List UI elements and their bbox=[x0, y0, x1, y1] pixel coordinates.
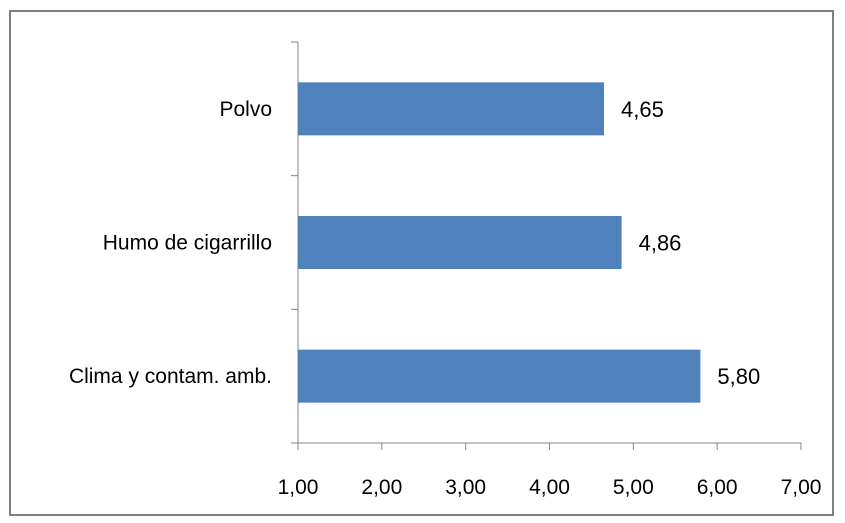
x-tick-label: 5,00 bbox=[613, 476, 654, 499]
bar bbox=[298, 82, 604, 136]
x-tick-label: 7,00 bbox=[781, 476, 822, 499]
category-label: Clima y contam. amb. bbox=[69, 365, 272, 388]
x-tick-label: 2,00 bbox=[361, 476, 402, 499]
category-label: Humo de cigarrillo bbox=[103, 232, 272, 255]
x-tick-label: 3,00 bbox=[445, 476, 486, 499]
x-tick-label: 4,00 bbox=[529, 476, 570, 499]
bar bbox=[298, 216, 622, 269]
x-tick-label: 6,00 bbox=[697, 476, 738, 499]
bar bbox=[298, 349, 701, 403]
data-label: 4,86 bbox=[639, 231, 682, 256]
x-tick-label: 1,00 bbox=[278, 476, 319, 499]
data-label: 4,65 bbox=[621, 97, 664, 122]
data-label: 5,80 bbox=[717, 364, 760, 389]
category-label: Polvo bbox=[219, 98, 272, 121]
